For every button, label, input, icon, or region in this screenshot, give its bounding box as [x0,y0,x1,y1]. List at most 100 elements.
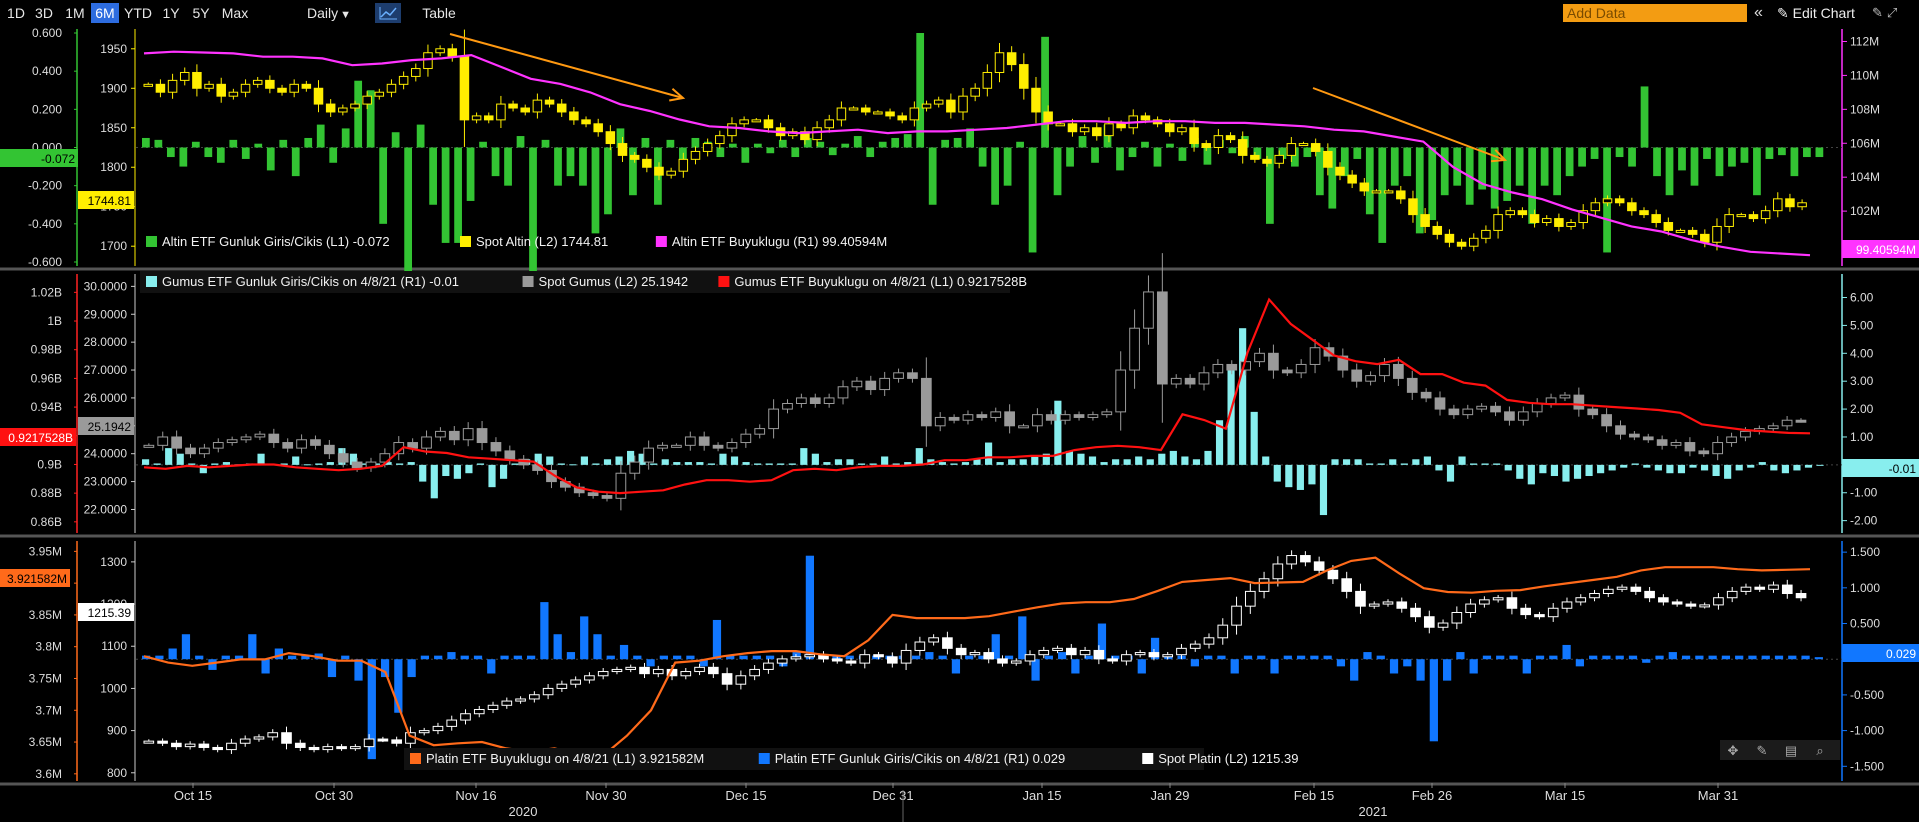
flow-bar [1097,623,1107,660]
draw-icon[interactable]: ✎ [1757,743,1768,758]
flow-bar [404,147,413,272]
flow-bar [1456,652,1465,660]
collapse-icon[interactable]: « [1754,4,1763,21]
candle-body [1663,222,1674,231]
flow-bar [684,462,692,465]
flow-bar [1416,659,1425,681]
candle-body [1423,616,1435,628]
candle-body [1164,123,1175,133]
candle-body [831,658,843,662]
candle-body [1754,586,1766,590]
right-axis-tick: -2.00 [1850,514,1878,528]
candle-body [520,107,530,113]
range-5y-button[interactable]: 5Y [192,5,210,21]
range-1d-button[interactable]: 1D [7,5,25,21]
flow-bar [1443,659,1452,681]
left-axis-1-tick: 3.85M [29,608,62,622]
expand-icon[interactable]: ⤢ [1886,5,1902,20]
candle-body [1379,363,1390,377]
right-axis-tick: -1.000 [1850,724,1884,738]
right-axis-tick: 1.500 [1850,545,1880,559]
candle-body [529,694,540,700]
flow-bar [1328,147,1337,209]
candle-body [323,444,335,455]
table-button[interactable]: Table [422,5,456,21]
left-axis-2-tick: 900 [107,724,127,738]
candle-body [1451,611,1463,624]
flow-bar [327,659,337,678]
candle-body [698,436,710,446]
flow-bar [266,147,275,171]
flow-bar [1668,652,1677,660]
line-chart-icon [379,7,397,20]
candle-body [1795,593,1807,599]
zoom-icon[interactable]: ⌕ [1816,743,1823,758]
edit-chart-button[interactable]: ✎ Edit Chart [1777,3,1855,23]
flow-bar [361,463,369,465]
frequency-dropdown[interactable]: Daily ▼ [307,3,367,23]
silver-flow-last-tag: -0.01 [1842,459,1919,477]
candle-body [1010,660,1022,664]
candle-body [228,91,239,97]
flow-bar [419,464,427,482]
candle-body [435,48,445,54]
candle-body [1410,607,1421,618]
flow-bar [707,463,716,465]
flow-bar [903,134,912,148]
flow-bar [1765,147,1774,159]
legend-swatch [655,236,667,247]
trend-arrow-head [669,88,686,102]
chart-type-button[interactable] [375,3,401,23]
flow-bar [834,459,843,465]
candle-body [252,79,263,85]
flow-bar [1303,147,1312,158]
candle-body [155,83,166,93]
candle-body [1323,150,1333,168]
flow-bar [1350,659,1359,681]
candle-body [837,386,849,399]
flow-bar [557,463,565,465]
candle-body [897,115,907,121]
flow-bar [1042,453,1050,465]
range-1m-button[interactable]: 1M [65,5,85,21]
candle-body [240,436,252,441]
flow-bar [951,659,961,674]
flow-bar [752,655,761,660]
right-axis-tick: 0.500 [1850,617,1880,631]
candle-body [1115,369,1127,413]
candle-body [1554,218,1564,227]
candle-body [1736,214,1747,218]
value-tag-bg [0,428,76,446]
candle-body [1298,143,1309,147]
candle-body [1274,154,1284,164]
candle-body [391,739,402,744]
range-6m-button[interactable]: 6M [91,3,119,23]
flow-bar [1192,459,1201,465]
range-1y-button[interactable]: 1Y [162,5,180,21]
range-3d-button[interactable]: 3D [35,5,53,21]
flow-bar [985,442,993,465]
flow-bar [1440,147,1449,196]
candle-body [157,436,169,446]
legend-label: Spot Altin (L2) 1744.81 [476,234,608,249]
candle-body [351,461,363,469]
candle-body [654,166,664,176]
flow-bar [841,143,850,148]
candle-body [1087,414,1099,418]
flow-bar [1077,453,1085,465]
flow-bar [1516,464,1524,479]
add-data-input[interactable] [1563,4,1747,22]
flow-bar [1804,464,1813,468]
flow-bar [1793,464,1801,471]
range-max-button[interactable]: Max [221,5,249,21]
candle-body [948,416,960,421]
range-ytd-button[interactable]: YTD [124,5,152,21]
flow-bar [1250,411,1258,465]
flow-bar [1615,147,1624,158]
flow-bar [429,147,437,205]
annotate-icon[interactable]: ✎ [1872,5,1887,20]
layers-icon[interactable]: ▤ [1785,743,1797,758]
move-icon[interactable]: ✥ [1728,743,1739,758]
right-axis-tick: 110M [1850,68,1879,82]
candle-body [254,433,266,438]
